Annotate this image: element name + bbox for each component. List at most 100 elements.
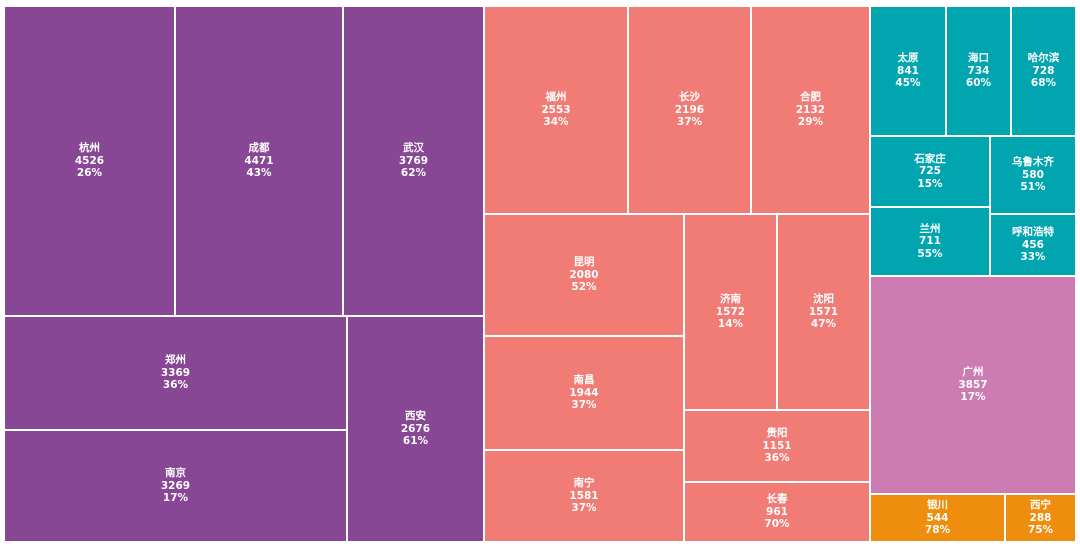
- treemap-tile[interactable]: 南昌 1944 37%: [484, 336, 684, 450]
- tile-percent-label: 55%: [917, 247, 943, 260]
- tile-name-label: 长沙: [679, 91, 700, 104]
- tile-name-label: 南昌: [573, 374, 595, 387]
- tile-value-label: 580: [1022, 168, 1044, 181]
- treemap-tile[interactable]: 呼和浩特 456 33%: [990, 214, 1076, 276]
- tile-value-label: 725: [919, 165, 941, 178]
- tile-value-label: 1571: [808, 305, 839, 318]
- treemap-tile[interactable]: 海口 734 60%: [946, 6, 1011, 136]
- treemap-tile[interactable]: 长春 961 70%: [684, 482, 870, 542]
- tile-name-label: 武汉: [403, 142, 424, 155]
- tile-percent-label: 37%: [676, 116, 703, 129]
- tile-value-label: 3369: [160, 366, 191, 379]
- treemap-tile[interactable]: 广州 3857 17%: [870, 276, 1076, 494]
- tile-name-label: 贵阳: [766, 427, 788, 440]
- treemap-tile[interactable]: 武汉 3769 62%: [343, 6, 484, 316]
- tile-value-label: 288: [1029, 511, 1052, 524]
- tile-value-label: 3769: [398, 154, 429, 167]
- tile-percent-label: 34%: [543, 116, 569, 129]
- tile-percent-label: 36%: [764, 452, 790, 465]
- tile-value-label: 961: [766, 505, 788, 518]
- treemap-tile[interactable]: 西安 2676 61%: [347, 316, 484, 542]
- tile-name-label: 广州: [962, 366, 984, 379]
- tile-percent-label: 51%: [1020, 181, 1046, 194]
- tile-value-label: 4471: [244, 154, 274, 167]
- tile-name-label: 西安: [405, 410, 426, 423]
- tile-name-label: 乌鲁木齐: [1012, 156, 1054, 169]
- tile-percent-label: 17%: [960, 391, 986, 404]
- treemap-tile[interactable]: 乌鲁木齐 580 51%: [990, 136, 1076, 214]
- tile-percent-label: 60%: [965, 77, 992, 90]
- tile-name-label: 济南: [720, 293, 741, 306]
- tile-percent-label: 37%: [571, 399, 597, 412]
- tile-percent-label: 36%: [162, 379, 189, 392]
- tile-name-label: 福州: [545, 91, 567, 104]
- tile-percent-label: 52%: [571, 281, 597, 294]
- tile-value-label: 456: [1022, 238, 1044, 251]
- tile-value-label: 1151: [762, 439, 792, 452]
- treemap-tile[interactable]: 合肥 2132 29%: [751, 6, 870, 214]
- treemap-tile[interactable]: 杭州 4526 26%: [4, 6, 175, 316]
- tile-value-label: 2553: [541, 103, 571, 116]
- treemap-tile[interactable]: 石家庄 725 15%: [870, 136, 990, 207]
- tile-percent-label: 17%: [162, 492, 189, 505]
- tile-name-label: 南宁: [573, 477, 595, 490]
- tile-percent-label: 62%: [400, 167, 427, 180]
- tile-value-label: 728: [1032, 64, 1055, 77]
- tile-name-label: 兰州: [919, 222, 941, 235]
- treemap-tile[interactable]: 成都 4471 43%: [175, 6, 343, 316]
- tile-name-label: 银川: [927, 499, 948, 512]
- tile-percent-label: 45%: [895, 77, 921, 90]
- tile-value-label: 734: [967, 64, 990, 77]
- treemap-tile[interactable]: 郑州 3369 36%: [4, 316, 347, 430]
- tile-name-label: 合肥: [800, 91, 821, 104]
- treemap-tile[interactable]: 哈尔滨 728 68%: [1011, 6, 1076, 136]
- tile-value-label: 2080: [569, 268, 599, 281]
- tile-value-label: 544: [926, 511, 949, 524]
- tile-value-label: 1944: [569, 386, 599, 399]
- tile-value-label: 711: [919, 235, 941, 248]
- tile-percent-label: 78%: [924, 524, 951, 537]
- tile-value-label: 2132: [795, 103, 826, 116]
- tile-name-label: 西宁: [1030, 499, 1051, 512]
- tile-value-label: 1581: [569, 489, 599, 502]
- tile-value-label: 1572: [715, 305, 746, 318]
- tile-percent-label: 37%: [571, 502, 597, 515]
- treemap-tile[interactable]: 贵阳 1151 36%: [684, 410, 870, 482]
- treemap-tile[interactable]: 长沙 2196 37%: [628, 6, 751, 214]
- tile-name-label: 石家庄: [914, 152, 946, 165]
- tile-percent-label: 15%: [917, 177, 943, 190]
- tile-percent-label: 75%: [1027, 524, 1054, 537]
- tile-name-label: 郑州: [165, 354, 186, 367]
- tile-percent-label: 14%: [717, 318, 744, 331]
- treemap-tile[interactable]: 太原 841 45%: [870, 6, 946, 136]
- tile-name-label: 南京: [165, 467, 186, 480]
- treemap-tile[interactable]: 福州 2553 34%: [484, 6, 628, 214]
- tile-name-label: 太原: [897, 52, 919, 65]
- tile-name-label: 沈阳: [813, 293, 834, 306]
- tile-name-label: 成都: [248, 142, 270, 155]
- tile-percent-label: 26%: [76, 167, 103, 180]
- tile-name-label: 杭州: [79, 142, 100, 155]
- tile-name-label: 海口: [968, 52, 989, 65]
- tile-value-label: 4526: [74, 154, 105, 167]
- treemap-tile[interactable]: 沈阳 1571 47%: [777, 214, 870, 410]
- treemap-tile[interactable]: 济南 1572 14%: [684, 214, 777, 410]
- treemap-tile[interactable]: 昆明 2080 52%: [484, 214, 684, 336]
- tile-name-label: 哈尔滨: [1027, 52, 1060, 65]
- tile-name-label: 呼和浩特: [1012, 226, 1054, 239]
- treemap-tile[interactable]: 南宁 1581 37%: [484, 450, 684, 542]
- tile-percent-label: 70%: [764, 518, 790, 531]
- treemap-tile[interactable]: 银川 544 78%: [870, 494, 1005, 542]
- tile-name-label: 长春: [766, 493, 788, 506]
- tile-value-label: 841: [897, 64, 919, 77]
- treemap-tile[interactable]: 西宁 288 75%: [1005, 494, 1076, 542]
- tile-value-label: 2196: [674, 103, 705, 116]
- tile-percent-label: 68%: [1030, 77, 1057, 90]
- tile-value-label: 3269: [160, 479, 191, 492]
- tile-value-label: 2676: [400, 422, 431, 435]
- tile-percent-label: 29%: [797, 116, 824, 129]
- treemap-tile[interactable]: 南京 3269 17%: [4, 430, 347, 542]
- tile-percent-label: 43%: [246, 167, 272, 180]
- treemap-tile[interactable]: 兰州 711 55%: [870, 207, 990, 276]
